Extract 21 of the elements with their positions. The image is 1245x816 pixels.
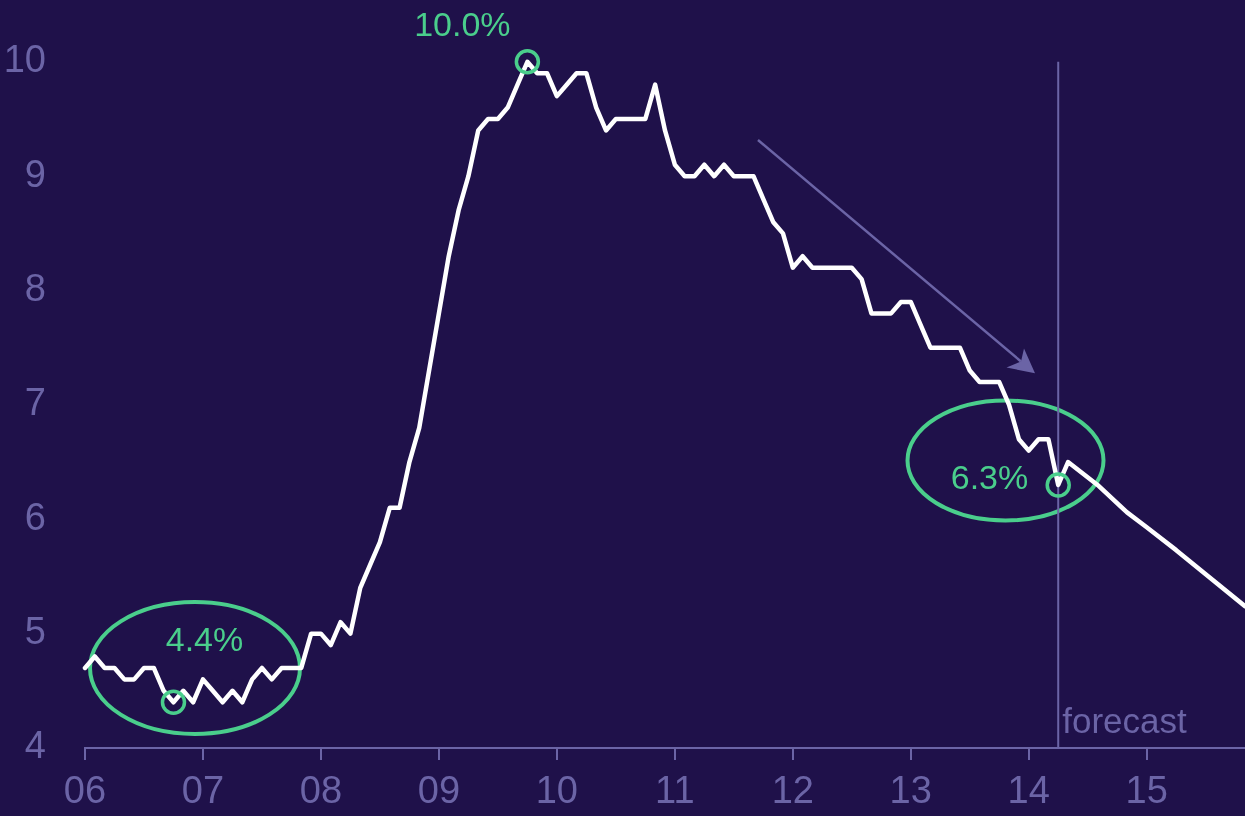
x-tick-label: 09 <box>417 769 461 812</box>
x-tick-label: 07 <box>181 769 225 812</box>
annotation: 6.3% <box>950 458 1029 497</box>
x-tick-label: 10 <box>535 769 579 812</box>
y-tick-label: 9 <box>24 152 46 195</box>
y-tick-label: 6 <box>24 495 46 538</box>
ref-line-label: forecast <box>1062 701 1187 740</box>
y-tick-label: 8 <box>24 267 46 310</box>
annotation: 10.0% <box>414 5 511 44</box>
x-tick-label: 13 <box>889 769 932 812</box>
x-tick-label: 08 <box>299 769 343 812</box>
y-tick-label: 7 <box>24 381 46 424</box>
y-tick-label: 5 <box>24 610 46 653</box>
x-tick-label: 15 <box>1125 769 1168 812</box>
x-tick-label: 14 <box>1007 769 1050 812</box>
y-tick-label: 10 <box>3 38 46 81</box>
x-tick-label: 06 <box>63 769 107 812</box>
annotation: 4.4% <box>165 619 244 658</box>
y-tick-label: 4 <box>24 724 46 767</box>
x-tick-label: 12 <box>771 769 814 812</box>
x-tick-label: 11 <box>655 769 695 812</box>
